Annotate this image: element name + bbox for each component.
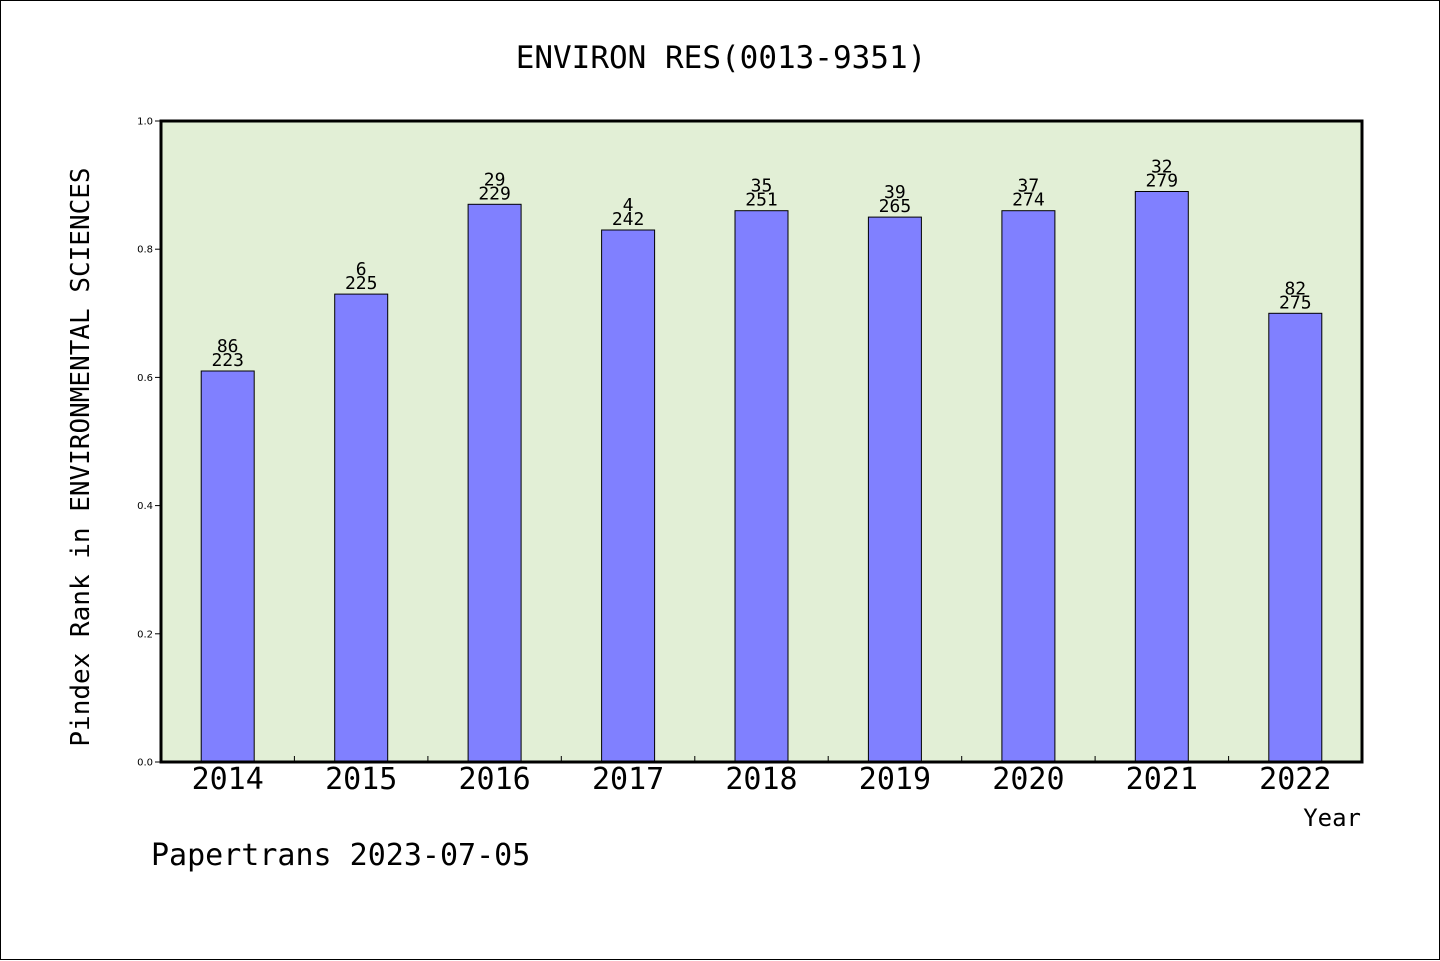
bar-total-label-2014: 223 <box>211 350 244 371</box>
x-tick-label-2019: 2019 <box>859 762 931 797</box>
y-tick-label: 0.4 <box>137 501 153 512</box>
bar-rank-label-2022: 82 <box>1284 278 1306 299</box>
y-tick-label: 0.8 <box>137 245 153 256</box>
bar-2017 <box>601 229 656 763</box>
bar-total-label-2016: 229 <box>478 183 511 204</box>
bar-rank-label-2016: 29 <box>484 169 506 190</box>
bar-total-label-2017: 242 <box>612 209 645 230</box>
x-tick-label-2016: 2016 <box>458 762 530 797</box>
y-tick-label: 0.6 <box>137 373 153 384</box>
bar-2018 <box>734 210 789 763</box>
bar-rank-label-2018: 35 <box>751 176 773 197</box>
bar-rank-label-2019: 39 <box>884 182 906 203</box>
y-axis: 0.0 0.2 0.4 0.6 0.8 1.0 <box>137 117 161 769</box>
plot-border <box>159 119 1364 764</box>
bar-total-label-2022: 275 <box>1279 292 1312 313</box>
x-tick-label-2015: 2015 <box>325 762 397 797</box>
x-tick-label-2020: 2020 <box>992 762 1064 797</box>
bar-rank-label-2017: 4 <box>623 195 634 216</box>
bar-rank-label-2021: 32 <box>1151 157 1173 178</box>
y-axis-title: Pindex Rank in ENVIRONMENTAL SCIENCES <box>66 167 96 746</box>
bar-total-label-2015: 225 <box>345 273 378 294</box>
bar-rank-label-2014: 86 <box>217 336 239 357</box>
bar-2019 <box>867 216 922 763</box>
bar-rank-label-2015: 6 <box>356 259 367 280</box>
bar-2014 <box>200 370 255 763</box>
bar-2020 <box>1001 210 1056 763</box>
x-tick-label-2018: 2018 <box>725 762 797 797</box>
bar-2016 <box>467 203 522 763</box>
bar-total-label-2019: 265 <box>879 196 912 217</box>
bars-layer <box>200 191 1323 763</box>
footer-text: Papertrans 2023-07-05 <box>151 838 530 873</box>
chart-title: ENVIRON RES(0013-9351) <box>516 40 927 76</box>
bar-2022 <box>1268 312 1323 763</box>
bar-total-label-2021: 279 <box>1146 171 1179 192</box>
y-tick-label: 1.0 <box>137 117 153 128</box>
y-tick-label: 0.0 <box>137 758 153 769</box>
bar-2021 <box>1134 191 1189 763</box>
y-tick-label: 0.2 <box>137 629 153 640</box>
bar-2015 <box>334 293 389 763</box>
x-axis: 2014 2015 2016 2017 2018 2019 2020 2021 2022 <box>192 756 1331 797</box>
x-tick-label-2021: 2021 <box>1126 762 1198 797</box>
bar-total-label-2020: 274 <box>1012 190 1045 211</box>
x-tick-label-2022: 2022 <box>1259 762 1331 797</box>
x-tick-label-2017: 2017 <box>592 762 664 797</box>
x-axis-title: Year <box>1303 804 1361 832</box>
bar-total-label-2018: 251 <box>745 190 778 211</box>
x-tick-label-2014: 2014 <box>192 762 264 797</box>
bar-rank-label-2020: 37 <box>1018 176 1040 197</box>
